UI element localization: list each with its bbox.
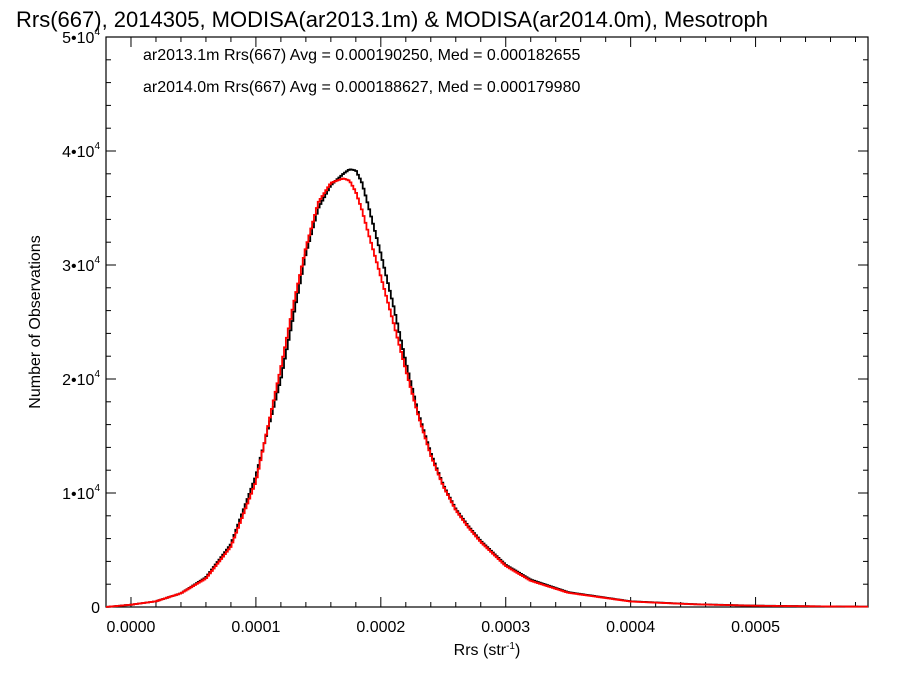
plot-frame: [105, 36, 869, 608]
y-tick-label: 4•104: [62, 141, 100, 161]
x-tick-label: 0.0001: [231, 619, 280, 636]
x-tick-label: 0.0000: [107, 619, 156, 636]
x-tick-label: 0.0005: [731, 619, 780, 636]
annotation-red-series: ar2014.0m Rrs(667) Avg = 0.000188627, Me…: [143, 79, 580, 96]
y-tick-label: 0: [91, 600, 100, 617]
y-axis-label: Number of Observations: [27, 235, 44, 408]
x-tick-label: 0.0003: [481, 619, 530, 636]
x-tick-label: 0.0004: [606, 619, 655, 636]
x-axis-ticks: 0.0000 0.0001 0.0002 0.0003 0.0004 0.0005: [105, 37, 857, 636]
x-axis-label-close: ): [515, 642, 520, 659]
y-tick-label: 5•104: [62, 27, 100, 47]
y-tick-label: 2•104: [62, 369, 100, 389]
x-axis-label: Rrs (str-1): [454, 641, 521, 659]
chart-title: Rrs(667), 2014305, MODISA(ar2013.1m) & M…: [16, 7, 768, 32]
y-tick-label: 1•104: [62, 483, 100, 503]
x-tick-label: 0.0002: [356, 619, 405, 636]
x-axis-label-main: Rrs (str: [454, 642, 507, 659]
y-tick-label: 3•104: [62, 255, 100, 275]
series-line-0: [106, 168, 868, 608]
x-axis-label-superscript: -1: [506, 641, 515, 652]
y-axis-ticks: 0 1•104 2•104 3•104 4•104 5•104: [62, 27, 868, 617]
series-group: [106, 168, 868, 608]
series-line-1: [106, 177, 868, 608]
annotation-black-series: ar2013.1m Rrs(667) Avg = 0.000190250, Me…: [143, 47, 580, 64]
